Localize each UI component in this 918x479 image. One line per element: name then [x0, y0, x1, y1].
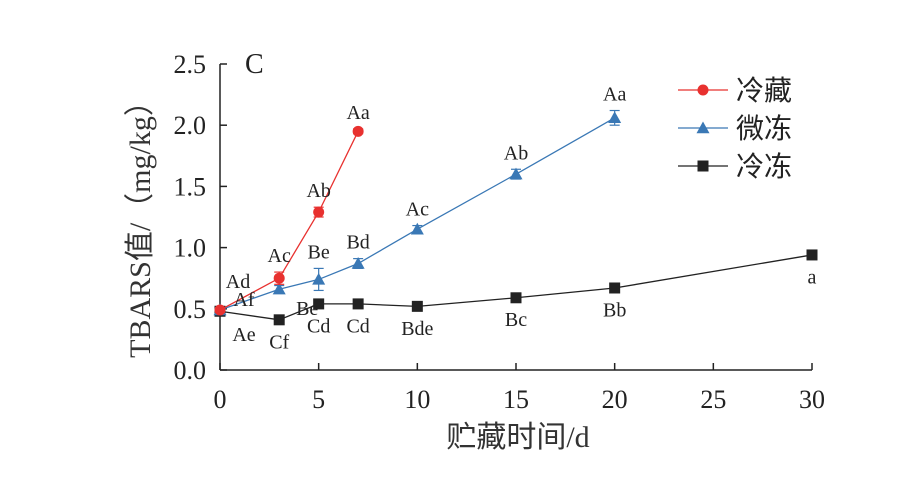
series-layer [213, 109, 818, 326]
x-tick-label: 25 [700, 385, 726, 414]
x-tick-label: 30 [799, 385, 825, 414]
data-point [273, 314, 285, 326]
data-point [510, 292, 522, 304]
legend-marker [697, 160, 709, 172]
y-axis-title: TBARS值/（mg/kg） [124, 86, 157, 358]
y-tick-label: 2.5 [174, 50, 207, 79]
legend-marker [697, 84, 709, 96]
significance-label: Bde [401, 318, 433, 340]
data-point [609, 282, 621, 294]
significance-label: Bb [603, 299, 626, 321]
significance-label: Cd [346, 315, 369, 337]
significance-label: Bc [505, 309, 527, 331]
y-tick-label: 0.5 [174, 295, 207, 324]
x-tick-label: 10 [404, 385, 430, 414]
data-point [313, 206, 325, 218]
data-point [411, 300, 423, 312]
data-point [806, 249, 818, 261]
data-point [272, 282, 286, 295]
x-tick-label: 0 [214, 385, 227, 414]
significance-label: Ab [306, 180, 330, 202]
significance-label: Cd [307, 315, 330, 337]
significance-label: Be [296, 298, 318, 320]
y-tick-label: 2.0 [174, 111, 207, 140]
legend-item-1: 冷藏 [678, 75, 792, 107]
series-line [219, 254, 813, 321]
series-line [219, 131, 359, 311]
legend-marker [696, 121, 710, 134]
chart-axes: 0 5 10 15 20 25 30 0.0 0.5 1.0 1.5 2.0 2.5 [174, 50, 826, 414]
data-point [312, 272, 326, 285]
data-point [352, 125, 364, 137]
significance-label: Bd [346, 232, 369, 254]
significance-label: Ac [268, 245, 291, 267]
significance-label: Cf [269, 331, 289, 353]
data-point [410, 222, 424, 235]
significance-label: Af [233, 289, 254, 311]
significance-label: Aa [603, 84, 626, 106]
series-3 [214, 249, 818, 326]
significance-label: Be [308, 241, 330, 263]
data-point [352, 298, 364, 310]
data-point [351, 257, 365, 269]
data-point [313, 298, 325, 310]
legend-item-3: 冷冻 [678, 151, 792, 183]
significance-label: Ab [504, 142, 528, 164]
significance-label: Ac [406, 199, 429, 221]
significance-labels: Ae Cf Cd Cd Bde Bc Bb a Af Be Be Bd Ac Ab Aa Ad Ac Ab Aa [226, 84, 817, 354]
significance-label: a [808, 266, 817, 288]
data-point [214, 304, 226, 316]
legend-label: 冷藏 [736, 75, 792, 107]
legend-label: 微冻 [736, 113, 792, 145]
y-tick-label: 0.0 [174, 356, 207, 385]
legend-label: 冷冻 [736, 151, 792, 183]
panel-letter: C [245, 49, 264, 80]
data-point [273, 272, 285, 284]
x-tick-label: 20 [602, 385, 628, 414]
series-1 [214, 125, 364, 316]
significance-label: Ae [232, 324, 255, 346]
y-tick-label: 1.5 [174, 172, 207, 201]
y-tick-label: 1.0 [174, 234, 207, 263]
data-point [608, 111, 622, 124]
legend-item-2: 微冻 [678, 113, 792, 145]
data-point [509, 167, 523, 180]
x-axis-title: 贮藏时间/d [446, 421, 589, 454]
x-tick-label: 15 [503, 385, 529, 414]
x-tick-label: 5 [312, 385, 325, 414]
significance-label: Ad [226, 271, 250, 293]
significance-label: Aa [346, 102, 369, 124]
